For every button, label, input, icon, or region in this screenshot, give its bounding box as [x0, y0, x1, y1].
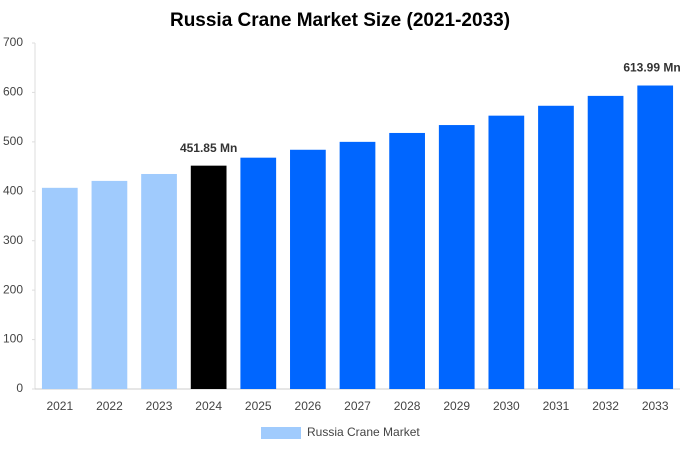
x-tick-label: 2024: [195, 399, 222, 413]
y-tick-label: 600: [3, 85, 23, 99]
x-tick-label: 2032: [592, 399, 619, 413]
x-tick-label: 2021: [46, 399, 73, 413]
x-tick-label: 2026: [295, 399, 322, 413]
x-tick-label: 2033: [642, 399, 669, 413]
chart-title: Russia Crane Market Size (2021-2033): [170, 10, 510, 31]
x-tick-label: 2022: [96, 399, 123, 413]
x-tick-label: 2029: [443, 399, 470, 413]
y-tick-label: 300: [3, 233, 23, 247]
bar: [141, 173, 177, 389]
y-tick-label: 0: [16, 381, 23, 395]
bar: [91, 180, 128, 389]
bar: [587, 95, 624, 389]
value-label: 613.99 Mn: [623, 61, 680, 75]
y-tick-label: 200: [3, 282, 23, 296]
x-tick-label: 2031: [543, 399, 570, 413]
bar: [190, 165, 227, 389]
x-tick-label: 2025: [245, 399, 272, 413]
y-tick-label: 700: [3, 35, 23, 49]
legend-swatch: [261, 427, 301, 439]
y-tick-label: 100: [3, 332, 23, 346]
y-tick-label: 400: [3, 183, 23, 197]
bar: [41, 187, 78, 389]
bar: [438, 125, 475, 390]
bar: [488, 115, 525, 389]
bar: [339, 141, 376, 389]
y-tick-label: 500: [3, 134, 23, 148]
bar: [240, 157, 277, 389]
bar: [389, 132, 425, 389]
x-tick-label: 2027: [344, 399, 371, 413]
legend-label: Russia Crane Market: [307, 425, 420, 439]
bar: [538, 105, 574, 389]
bar: [290, 149, 326, 389]
x-tick-label: 2030: [493, 399, 520, 413]
bar: [637, 85, 674, 389]
x-tick-label: 2028: [394, 399, 421, 413]
value-label: 451.85 Mn: [180, 141, 237, 155]
x-tick-label: 2023: [146, 399, 173, 413]
